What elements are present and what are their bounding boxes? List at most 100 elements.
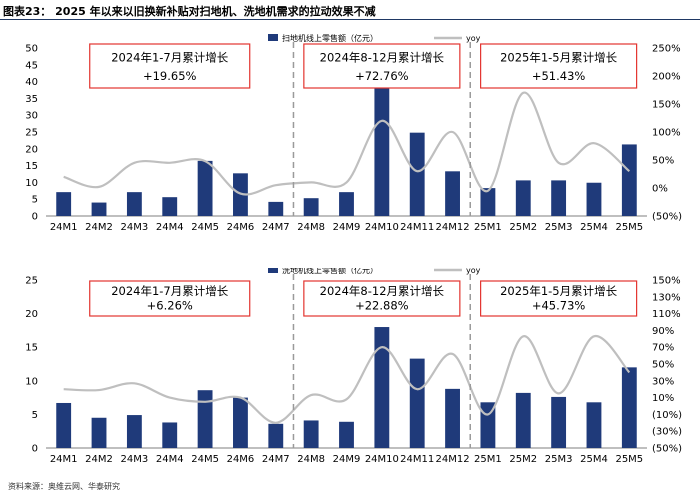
bar: [621, 144, 637, 216]
bar: [445, 388, 460, 448]
y2-tick-label: 0%: [652, 184, 668, 195]
x-tick-label: 24M4: [156, 222, 184, 233]
x-tick-label: 25M1: [474, 454, 502, 465]
x-tick-label: 24M7: [262, 222, 290, 233]
x-tick-label: 24M8: [297, 454, 325, 465]
bar: [56, 402, 72, 448]
y-tick-label: 15: [25, 343, 38, 354]
bar: [268, 423, 284, 448]
y2-tick-label: 10%: [652, 393, 674, 404]
x-tick-label: 24M12: [436, 454, 470, 465]
y-tick-label: 0: [32, 444, 38, 455]
x-tick-label: 25M2: [509, 222, 537, 233]
y2-tick-label: (10%): [652, 410, 682, 421]
x-tick-label: 24M6: [227, 222, 255, 233]
x-tick-label: 24M5: [191, 222, 219, 233]
x-tick-label: 24M3: [121, 222, 149, 233]
x-tick-label: 24M8: [297, 222, 325, 233]
y2-tick-label: 200%: [652, 72, 681, 83]
bar: [374, 327, 390, 448]
y2-tick-label: 250%: [652, 44, 681, 55]
y-tick-label: 10: [25, 376, 38, 387]
bar: [303, 198, 319, 216]
y2-tick-label: (50%): [652, 444, 682, 455]
y-tick-label: 35: [25, 94, 38, 105]
bar: [268, 201, 284, 216]
y-tick-label: 5: [32, 195, 38, 206]
annotation-box: [89, 280, 251, 317]
y-tick-label: 25: [25, 276, 38, 287]
y-tick-label: 5: [32, 410, 38, 421]
y-tick-label: 10: [25, 178, 38, 189]
yoy-series-line: [63, 335, 631, 424]
x-tick-label: 24M10: [365, 454, 399, 465]
bar: [515, 180, 531, 216]
bar: [551, 180, 567, 216]
annotation-title: 2025年1-5月累计增长: [500, 51, 618, 65]
annotation-box: [303, 280, 461, 317]
bar: [162, 422, 178, 448]
x-tick-label: 25M3: [545, 454, 573, 465]
bar: [586, 402, 602, 448]
bar: [91, 202, 107, 216]
bar: [409, 132, 425, 216]
y2-tick-label: (30%): [652, 427, 682, 438]
annotation-title: 2024年8-12月累计增长: [320, 284, 445, 298]
annotation-value: +19.65%: [143, 69, 197, 83]
bar: [339, 192, 354, 216]
x-tick-label: 24M9: [333, 454, 361, 465]
y2-tick-label: 50%: [652, 156, 674, 167]
x-tick-label: 24M5: [191, 454, 219, 465]
x-tick-label: 25M4: [580, 222, 608, 233]
bar: [233, 397, 248, 448]
y-tick-label: 25: [25, 128, 38, 139]
y2-tick-label: 150%: [652, 276, 681, 287]
x-tick-label: 24M3: [121, 454, 149, 465]
source-note: 资料来源：奥维云网、华泰研究: [8, 482, 120, 491]
figure-title: 图表23： 2025 年以来以旧换新补贴对扫地机、洗地机需求的拉动效果不减: [3, 5, 376, 18]
bar: [197, 390, 213, 448]
x-tick-label: 24M2: [85, 222, 113, 233]
y-tick-label: 45: [25, 60, 38, 71]
bar: [586, 182, 602, 216]
annotation-value: +6.26%: [147, 299, 193, 313]
y-tick-label: 0: [32, 212, 38, 223]
x-tick-label: 24M7: [262, 454, 290, 465]
y2-tick-label: 30%: [652, 376, 674, 387]
chart-floor-washer: 0 5 10 15 20 25 (50%) (30%) (10%) 10% 30% 50% 70% 90%…: [25, 268, 682, 465]
yoy-series-line: [63, 91, 631, 196]
y2-tick-label: 110%: [652, 309, 681, 320]
annotation-value: +51.43%: [532, 69, 586, 83]
legend-bar-label: 洗地机线上零售额（亿元）: [282, 268, 378, 275]
x-tick-label: 25M5: [615, 454, 643, 465]
x-tick-label: 24M11: [400, 222, 434, 233]
y2-tick-label: 50%: [652, 360, 674, 371]
x-tick-label: 24M9: [333, 222, 361, 233]
bar: [91, 417, 107, 448]
y2-tick-label: 70%: [652, 343, 674, 354]
x-tick-label: 25M5: [615, 222, 643, 233]
bar: [56, 192, 72, 216]
bar: [409, 358, 425, 448]
annotation-value: +22.88%: [355, 299, 409, 313]
legend-yoy-label: yoy: [466, 268, 481, 275]
bar: [162, 197, 178, 216]
y2-tick-label: 90%: [652, 326, 674, 337]
annotation-title: 2024年1-7月累计增长: [111, 51, 229, 65]
bar: [126, 415, 142, 448]
annotation-title: 2025年1-5月累计增长: [500, 284, 618, 298]
legend-yoy-label: yoy: [466, 34, 481, 43]
annotation-box: [480, 43, 638, 89]
bar: [515, 392, 531, 448]
bar: [621, 367, 637, 448]
x-tick-label: 24M6: [227, 454, 255, 465]
x-tick-label: 24M1: [50, 222, 78, 233]
y2-tick-label: 130%: [652, 292, 681, 303]
legend-bar-swatch: [268, 268, 278, 273]
y-tick-label: 30: [25, 111, 38, 122]
x-tick-label: 24M12: [436, 222, 470, 233]
chart-robot-vacuum: 0 5 10 15 20 25 30 35 40 45 50 (50%) 0% 50% 100% 150% 20…: [25, 33, 682, 233]
x-tick-label: 24M2: [85, 454, 113, 465]
y-tick-label: 20: [25, 309, 38, 320]
legend-bar-swatch: [268, 34, 278, 41]
